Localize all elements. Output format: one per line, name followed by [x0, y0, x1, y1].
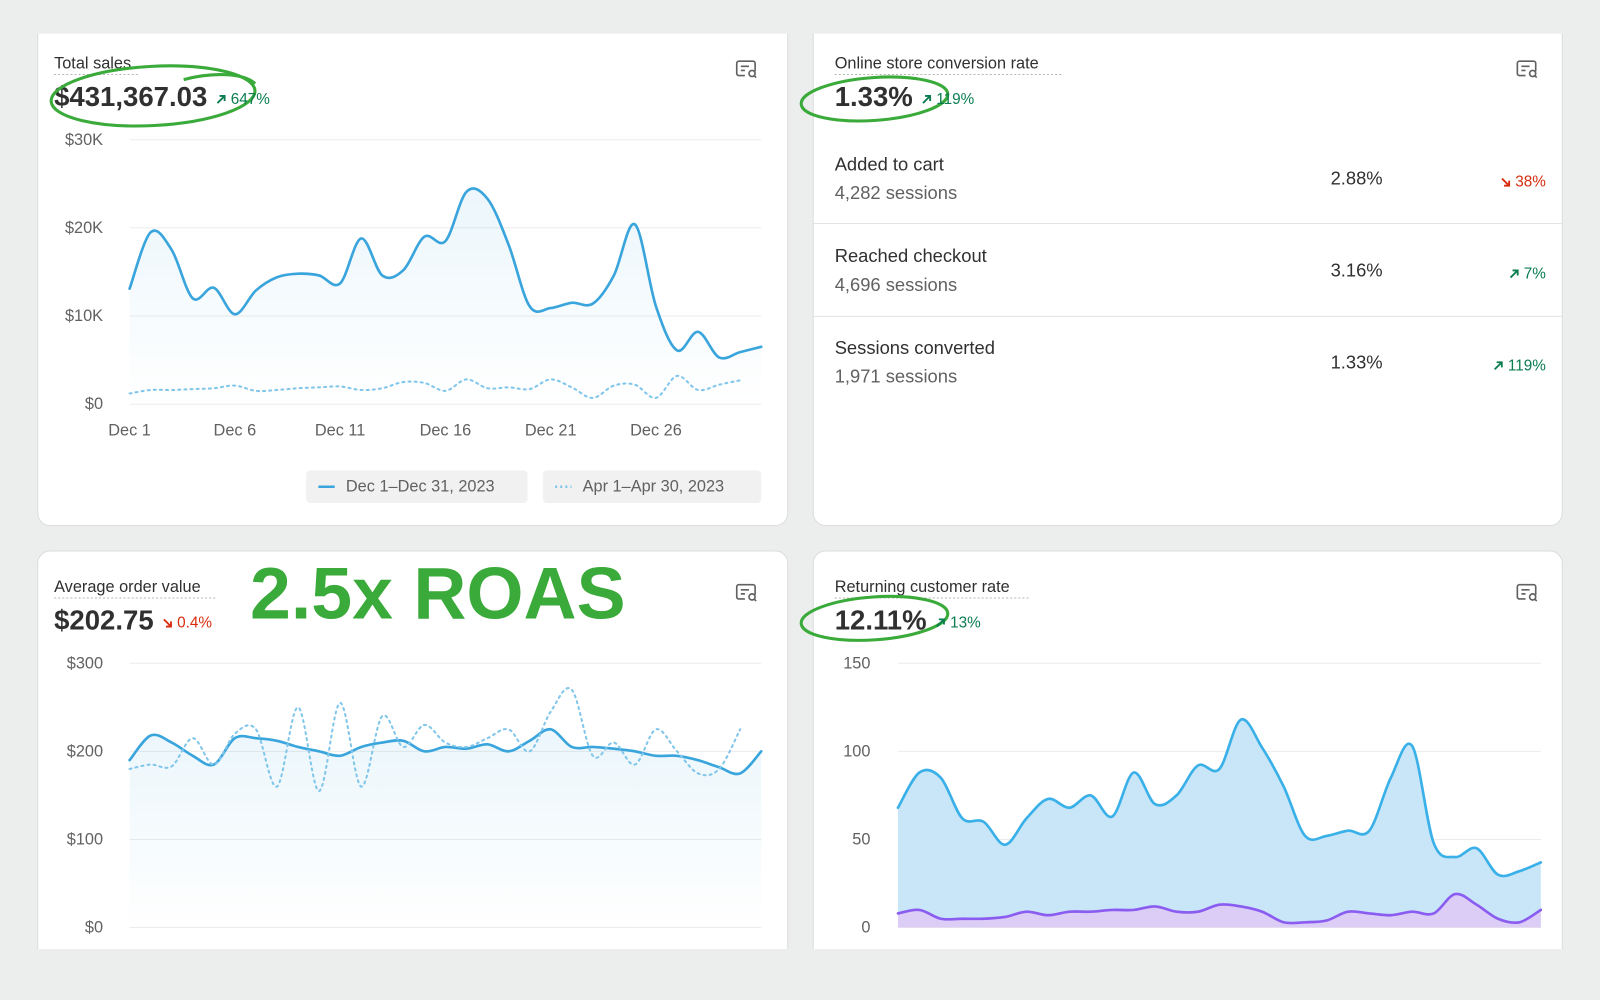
legend-label: Apr 1–Apr 30, 2023 [583, 478, 724, 496]
annotation: 2.5x ROAS [250, 551, 626, 634]
metric: $431,367.03 [54, 81, 207, 112]
charts: $0 $10K $20K $30K Dec 1 Dec 6 Dec 11 Dec 16 Dec … [65, 131, 1543, 937]
insight-icon[interactable] [1516, 583, 1538, 602]
metric: $202.75 [54, 605, 154, 636]
card-title: Online store conversion rate [835, 54, 1039, 72]
row-value: 2.88% [1331, 168, 1383, 189]
legend-item [542, 470, 762, 504]
legend-label: Dec 1–Dec 31, 2023 [346, 478, 495, 496]
background [0, 948, 1600, 1000]
row-sessions: 4,282 sessions [835, 182, 957, 203]
line [128, 374, 742, 399]
line [896, 718, 1543, 878]
y-tick-label: 0 [861, 919, 870, 937]
change-arrow [936, 618, 945, 628]
line [128, 187, 763, 360]
change: 0.4% [177, 615, 212, 632]
y-tick-label: 100 [843, 742, 870, 760]
x-tick-label: Dec 16 [420, 422, 472, 440]
y-tick-label: $30K [65, 131, 103, 149]
change: 7% [1524, 266, 1547, 283]
background [0, 0, 1600, 34]
y-tick-label: $100 [67, 830, 103, 848]
change-arrow [216, 95, 226, 104]
y-tick-label: $0 [85, 919, 103, 937]
legend-item [306, 470, 528, 504]
metric: 12.11% [835, 605, 927, 636]
y-tick-label: $200 [67, 742, 103, 760]
insight-icon[interactable] [735, 60, 757, 79]
card-title: Returning customer rate [835, 578, 1010, 596]
y-tick-label: $300 [67, 654, 103, 672]
x-tick-label: Dec 11 [315, 422, 365, 440]
row-value: 3.16% [1331, 260, 1383, 281]
change: 647% [231, 91, 271, 108]
area [897, 719, 1541, 928]
line [896, 892, 1543, 925]
y-tick-label: 50 [852, 830, 870, 848]
y-tick-label: $10K [65, 307, 103, 325]
row-sessions: 1,971 sessions [835, 366, 957, 387]
change: 119% [936, 91, 974, 108]
x-tick-label: Dec 21 [525, 422, 577, 440]
change-arrow [1501, 177, 1511, 187]
card-title: Total sales [54, 54, 131, 72]
change: 119% [1508, 357, 1546, 374]
row-value: 1.33% [1331, 351, 1383, 372]
y-tick-label: $0 [85, 395, 103, 413]
highlight-circle [49, 64, 950, 642]
area [129, 188, 762, 405]
change: 38% [1515, 174, 1546, 191]
change-arrow [1509, 269, 1519, 279]
row-label: Added to cart [835, 153, 944, 174]
x-tick-label: Dec 1 [108, 422, 151, 440]
line [128, 687, 742, 793]
card-title: Average order value [54, 578, 201, 596]
y-tick-label: $20K [65, 219, 103, 237]
change: 13% [950, 615, 981, 632]
y-tick-label: 150 [843, 654, 870, 672]
insight-icon[interactable] [1516, 60, 1538, 79]
x-tick-label: Dec 26 [630, 422, 682, 440]
line [128, 728, 763, 776]
x-tick-label: Dec 6 [214, 422, 257, 440]
metric: 1.33% [835, 81, 913, 112]
row-sessions: 4,696 sessions [835, 274, 957, 295]
insight-icon[interactable] [735, 583, 757, 602]
change-arrow [163, 618, 172, 628]
row-label: Sessions converted [835, 337, 995, 358]
area [129, 729, 762, 928]
change-arrow [922, 95, 932, 104]
row-label: Reached checkout [835, 245, 987, 266]
change-arrow [1494, 361, 1503, 371]
area [897, 893, 1541, 928]
